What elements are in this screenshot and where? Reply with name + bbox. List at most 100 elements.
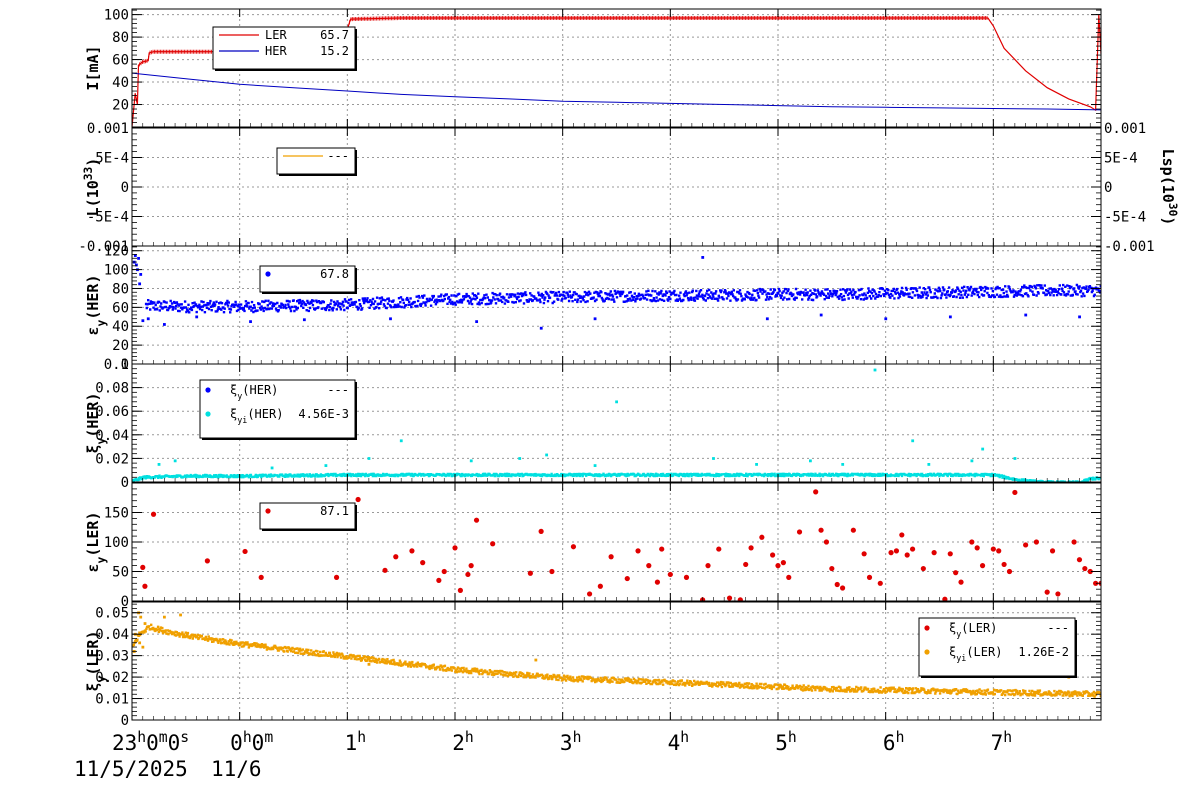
scatter-point — [1087, 568, 1093, 575]
scatter-point — [786, 574, 792, 581]
y-tick-label: 50 — [112, 565, 129, 581]
outlier-point — [146, 317, 150, 321]
y-tick-label: 120 — [104, 244, 129, 260]
outlier-point — [367, 662, 371, 666]
y-tick-label: 0 — [121, 713, 129, 729]
series-band-points — [144, 283, 1101, 314]
outlier-point — [1078, 315, 1081, 319]
scatter-point — [258, 574, 264, 581]
y-axis-label: ξy(HER) — [84, 393, 108, 454]
scatter-point — [1033, 539, 1039, 545]
outlier-point — [981, 447, 985, 451]
scatter-point — [780, 560, 786, 566]
legend-series-name: HER — [265, 44, 287, 58]
outlier-point — [399, 439, 403, 443]
legend-box — [259, 265, 356, 293]
scatter-point — [436, 577, 442, 583]
y-tick-label: 0.08 — [95, 381, 129, 397]
y-tick-label: 60 — [112, 300, 129, 316]
scatter-point — [1023, 542, 1029, 548]
scatter-point — [958, 579, 964, 585]
y-tick-label: 0 — [121, 180, 129, 196]
outlier-point — [475, 320, 479, 324]
y-right-tick-label: -5E-4 — [1104, 210, 1146, 226]
y-tick-label: 20 — [112, 338, 129, 354]
scatter-point — [861, 551, 867, 557]
x-tick-label: 7h — [991, 729, 1013, 756]
scatter-point — [743, 561, 749, 568]
legend: ξy(HER) --- ξyi(HER) 4.56E-3 — [199, 379, 357, 440]
series-group — [132, 368, 1101, 482]
outlier-point — [163, 323, 166, 326]
legend-box — [276, 147, 356, 175]
scatter-point — [947, 551, 953, 557]
y-axis-label: L(1033) — [82, 158, 103, 217]
scatter-point — [909, 546, 916, 552]
y-tick-label: 0.1 — [104, 357, 129, 373]
y-tick-label: 5E-4 — [95, 151, 129, 167]
y-axis-label: ξy(LER) — [84, 631, 108, 692]
scatter-point — [140, 564, 146, 570]
legend-series-name: LER — [265, 28, 287, 42]
y-right-tick-label: 0 — [1104, 180, 1112, 196]
y-tick-label: 20 — [112, 98, 129, 114]
y-tick-label: 0 — [121, 594, 129, 610]
scatter-point — [1006, 568, 1013, 575]
scatter-point — [1071, 539, 1077, 545]
outlier-point — [367, 457, 371, 460]
scatter-point — [899, 532, 905, 538]
y-tick-label: 40 — [112, 319, 129, 335]
legend: ξy(LER) --- ξyi(LER) 1.26E-2 — [918, 617, 1077, 678]
outlier-point — [545, 453, 549, 457]
outlier-point — [884, 317, 888, 321]
outlier-point — [389, 317, 392, 321]
outlier-point — [712, 457, 715, 460]
outlier-point — [469, 459, 473, 463]
outlier-point — [809, 459, 812, 463]
y-right-tick-label: 5E-4 — [1104, 151, 1138, 167]
legend-value: 87.1 — [320, 504, 349, 518]
legend-series-name: ξy(LER) — [949, 621, 997, 639]
scatter-point — [570, 544, 577, 550]
legend-series-name: ξyi(LER) — [949, 645, 1002, 663]
series-band-points — [132, 472, 1101, 482]
panel-xi_her: 0 0.02 0.04 0.06 0.08 0.1 ξy(HER) ξy(HER) --- ξyi… — [84, 357, 1102, 491]
scatter-point — [586, 591, 593, 597]
y-right-tick-label: 0.001 — [1104, 121, 1146, 137]
legend-box — [212, 26, 356, 70]
outlier-point — [195, 315, 199, 319]
y-tick-label: 0.03 — [95, 649, 129, 665]
legend-value: --- — [1047, 621, 1069, 635]
legend-value: 4.56E-3 — [298, 407, 349, 421]
outlier-point — [137, 256, 140, 260]
y-tick-label: 0 — [121, 357, 129, 373]
scatter-point — [1044, 589, 1050, 595]
scatter-point — [242, 548, 248, 555]
scatter-point — [420, 560, 426, 566]
scatter-point — [646, 563, 652, 569]
outlier-point — [765, 317, 769, 321]
x-tick-label: 2h — [452, 729, 474, 756]
scatter-point — [150, 511, 157, 517]
x-tick-label: 1h — [345, 729, 367, 756]
scatter-point — [473, 517, 480, 523]
x-tick-label: 3h — [560, 729, 582, 756]
scatter-point — [490, 541, 496, 547]
scatter-point — [204, 558, 210, 564]
outlier-point — [133, 254, 137, 257]
outlier-point — [173, 459, 177, 463]
outlier-point — [270, 466, 274, 470]
scatter-point — [840, 585, 846, 591]
x-tick-label: 0h0m — [230, 729, 273, 756]
y-tick-label: -5E-4 — [87, 210, 129, 226]
scatter-point — [726, 595, 733, 601]
outlier-point — [841, 463, 845, 466]
scatter-point — [527, 570, 533, 576]
y-tick-label: 100 — [104, 263, 129, 279]
legend-dot-marker — [924, 649, 930, 655]
outlier-point — [534, 658, 538, 662]
scatter-point — [893, 548, 900, 554]
legend-box — [918, 617, 1076, 677]
